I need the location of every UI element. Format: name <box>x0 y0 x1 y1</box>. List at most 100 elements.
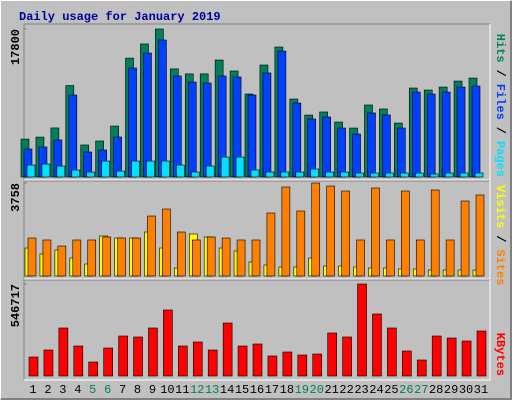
bar <box>267 355 278 377</box>
bar <box>236 239 246 277</box>
bar <box>207 349 218 377</box>
bar <box>456 86 466 178</box>
bar <box>292 102 302 178</box>
bar <box>146 160 155 178</box>
bar <box>400 172 409 178</box>
bar <box>414 172 424 178</box>
bar <box>117 237 126 277</box>
y-tick-label: 17800 <box>9 29 23 65</box>
bar <box>143 52 152 178</box>
bar <box>71 169 81 178</box>
bar <box>192 341 203 377</box>
bar <box>411 91 421 178</box>
bar <box>131 160 140 178</box>
bar <box>280 171 290 178</box>
bar <box>86 171 96 178</box>
bar <box>476 330 487 377</box>
bar <box>262 72 272 178</box>
x-tick-label: 18 <box>280 383 294 397</box>
bar <box>68 94 78 178</box>
bar <box>158 39 167 178</box>
bar <box>297 354 308 377</box>
bar <box>387 327 397 377</box>
x-tick-label: 31 <box>474 383 488 397</box>
bar <box>148 327 158 377</box>
bar <box>322 116 331 178</box>
x-tick-label: 21 <box>324 383 338 397</box>
bar <box>72 239 82 277</box>
bar <box>116 170 125 178</box>
bar <box>42 239 52 277</box>
bar <box>445 239 455 277</box>
bar <box>202 82 212 178</box>
bar <box>87 239 97 277</box>
bar <box>133 336 143 377</box>
y-tick-label: 546717 <box>9 284 23 327</box>
x-tick-label: 25 <box>384 383 398 397</box>
x-tick-label: 17 <box>265 383 279 397</box>
bar <box>370 172 379 178</box>
bar <box>161 160 170 178</box>
bar <box>27 237 37 277</box>
chart-title: Daily usage for January 2019 <box>19 10 221 24</box>
bar <box>178 345 188 377</box>
bar <box>312 353 323 377</box>
bar <box>206 236 216 277</box>
x-tick-label: 27 <box>414 383 428 397</box>
bar <box>355 172 364 178</box>
bar <box>341 190 350 277</box>
x-tick-label: 11 <box>175 383 189 397</box>
bar <box>247 94 257 178</box>
x-tick-label: 29 <box>444 383 458 397</box>
bar <box>252 343 263 377</box>
bar <box>250 169 260 178</box>
bar <box>342 336 352 377</box>
bar <box>277 50 287 178</box>
bar <box>367 112 376 178</box>
bar <box>372 313 382 377</box>
bar <box>325 171 334 178</box>
bar <box>57 245 67 277</box>
bar <box>356 239 365 277</box>
bar <box>295 171 305 178</box>
bar <box>296 210 306 277</box>
legend-entry: Hits <box>493 34 507 63</box>
x-tick-label: 30 <box>459 383 473 397</box>
bar <box>382 114 391 178</box>
bar <box>73 345 84 377</box>
bar <box>429 173 439 178</box>
bar <box>397 127 406 178</box>
legend-entry: Pages <box>493 141 507 177</box>
bar <box>237 345 248 377</box>
bar <box>311 182 321 277</box>
bar <box>190 171 200 178</box>
x-tick-label: 24 <box>369 383 383 397</box>
panel-bevel <box>23 279 490 380</box>
x-tick-label: 1 <box>29 383 36 397</box>
bar <box>402 350 412 377</box>
bar <box>220 156 230 178</box>
x-tick-label: 15 <box>235 383 249 397</box>
x-tick-label: 10 <box>160 383 174 397</box>
bar <box>176 164 185 178</box>
bar <box>265 171 275 178</box>
bar <box>251 239 261 277</box>
legend-separator: / <box>493 127 507 134</box>
bar <box>460 200 470 277</box>
bar <box>459 172 469 178</box>
bar <box>471 85 481 178</box>
bar <box>173 75 182 178</box>
bar <box>444 172 454 178</box>
panel-bevel <box>24 24 491 181</box>
bar <box>187 81 197 178</box>
y-tick-label: 3758 <box>9 183 23 212</box>
bar <box>352 133 361 178</box>
bar <box>128 67 137 178</box>
bar <box>103 347 113 377</box>
bar <box>162 208 171 277</box>
x-tick-label: 6 <box>104 383 111 397</box>
x-tick-label: 12 <box>190 383 204 397</box>
bar <box>310 168 320 178</box>
bar <box>430 189 440 277</box>
